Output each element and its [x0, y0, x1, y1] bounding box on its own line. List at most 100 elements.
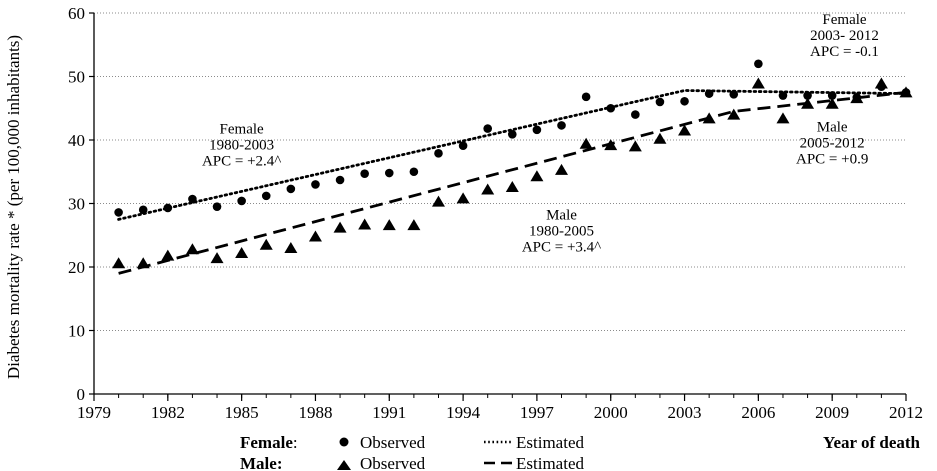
y-tick-label-30: 30	[68, 195, 85, 214]
female-observed-point-1999	[581, 92, 591, 102]
male-observed-point-1997	[530, 170, 544, 182]
female-observed-point-1997	[532, 125, 542, 135]
female-observed-point-1986	[261, 191, 271, 201]
ticks: 0 10 20 30 40 50 60 1979 1982 1985 1988 1991 1994 199…	[68, 4, 923, 422]
male-observed-point-2001	[628, 140, 642, 152]
female-observed-point-1995	[483, 124, 492, 133]
annotation-2-line-2: 1980-2005	[529, 223, 594, 239]
x-tick-label-1985: 1985	[225, 403, 259, 422]
annotation-2-line-3: APC = +3.4^	[522, 239, 601, 255]
male-observed-point-2003	[678, 124, 692, 136]
male-observed-point-2004	[702, 112, 716, 124]
annotation-3-line-2: 2003- 2012	[810, 28, 879, 44]
x-tick-label-2009: 2009	[815, 403, 849, 422]
female-observed-point-1983	[188, 194, 197, 204]
male-observed-point-1990	[358, 218, 372, 230]
male-estimated-line	[118, 91, 907, 275]
annotation-1-line-1: Female	[220, 122, 264, 138]
annotation-3-line-1: Female	[822, 12, 866, 28]
female-observed-point-1988	[311, 180, 320, 189]
male-observed-point-2007	[776, 112, 790, 124]
legend-female-observed-marker	[339, 437, 349, 447]
y-tick-label-20: 20	[68, 258, 85, 277]
data-markers	[112, 59, 913, 269]
legend-male-label: Male:	[240, 454, 282, 471]
female-observed-point-1996	[508, 129, 517, 139]
y-tick-label-0: 0	[77, 385, 86, 404]
x-tick-label-2006: 2006	[741, 403, 775, 422]
female-observed-point-1991	[384, 168, 394, 178]
y-axis-label: Diabetes mortality rate * (per 100,000 i…	[4, 35, 23, 379]
male-observed-point-1992	[407, 219, 421, 231]
male-observed-point-2002	[653, 132, 667, 144]
male-observed-point-1993	[431, 195, 445, 207]
female-observed-point-2007	[778, 91, 788, 100]
x-tick-label-1991: 1991	[372, 403, 406, 422]
female-observed-point-2009	[827, 91, 837, 100]
male-observed-point-1985	[235, 247, 249, 259]
annotation-4-line-3: APC = +0.9	[796, 152, 868, 168]
legend-female-observed-label: Observed	[360, 433, 426, 452]
female-observed-point-1990	[360, 169, 369, 178]
y-tick-label-60: 60	[68, 4, 85, 23]
female-observed-point-1992	[409, 167, 419, 177]
female-observed-point-2005	[729, 89, 739, 99]
male-observed-point-1999	[579, 137, 593, 149]
x-tick-label-1988: 1988	[298, 403, 332, 422]
y-tick-label-50: 50	[68, 68, 85, 87]
male-observed-point-2009	[825, 97, 839, 109]
male-observed-point-1983	[185, 243, 199, 255]
male-observed-point-1996	[505, 180, 519, 192]
legend-female-label: Female:	[240, 433, 298, 452]
female-observed-point-1984	[212, 202, 222, 211]
x-tick-label-2003: 2003	[668, 403, 702, 422]
female-observed-point-2002	[655, 97, 665, 107]
male-observed-point-1980	[112, 257, 126, 269]
male-observed-point-1994	[456, 192, 470, 204]
x-tick-label-1997: 1997	[520, 403, 555, 422]
legend-female-estimated-label: Estimated	[516, 433, 584, 452]
x-tick-label-2012: 2012	[889, 403, 923, 422]
x-tick-label-1982: 1982	[151, 403, 185, 422]
y-tick-label-10: 10	[68, 322, 85, 341]
male-observed-point-2010	[850, 92, 864, 104]
gridlines	[94, 12, 906, 331]
male-observed-point-1984	[210, 252, 224, 264]
annotation-2-line-1: Male	[546, 207, 577, 223]
female-observed-point-2008	[803, 91, 812, 100]
legend-male-observed-marker	[337, 460, 351, 470]
male-observed-point-1988	[308, 230, 322, 242]
x-tick-label-2000: 2000	[594, 403, 628, 422]
female-observed-point-1998	[557, 121, 566, 130]
female-observed-point-2000	[606, 103, 616, 113]
legend-male-estimated-label: Estimated	[516, 454, 584, 471]
annotation-3-line-3: APC = -0.1	[810, 44, 879, 60]
x-tick-label-1979: 1979	[77, 403, 111, 422]
male-observed-point-2005	[727, 108, 741, 120]
female-observed-point-1993	[434, 149, 443, 158]
legend-male-observed-label: Observed	[360, 454, 426, 471]
male-observed-point-2000	[604, 139, 618, 151]
male-observed-point-1998	[555, 163, 569, 175]
female-observed-point-2003	[680, 96, 689, 106]
annotation-1-line-3: APC = +2.4^	[202, 154, 281, 170]
annotation-1-line-2: 1980-2003	[209, 138, 274, 154]
female-observed-point-1980	[114, 208, 123, 217]
annotation-4-line-1: Male	[817, 120, 848, 136]
male-observed-point-1987	[284, 241, 298, 253]
male-observed-point-1989	[333, 221, 347, 233]
female-observed-point-2001	[631, 110, 640, 119]
annotation-4-line-2: 2005-2012	[800, 136, 865, 152]
female-observed-point-1987	[286, 184, 296, 194]
male-observed-point-1995	[481, 183, 495, 195]
y-tick-label-40: 40	[68, 131, 85, 150]
male-observed-point-2006	[751, 77, 765, 89]
female-observed-point-1989	[335, 175, 345, 185]
female-observed-point-2006	[754, 59, 763, 69]
male-observed-point-1982	[161, 249, 175, 261]
